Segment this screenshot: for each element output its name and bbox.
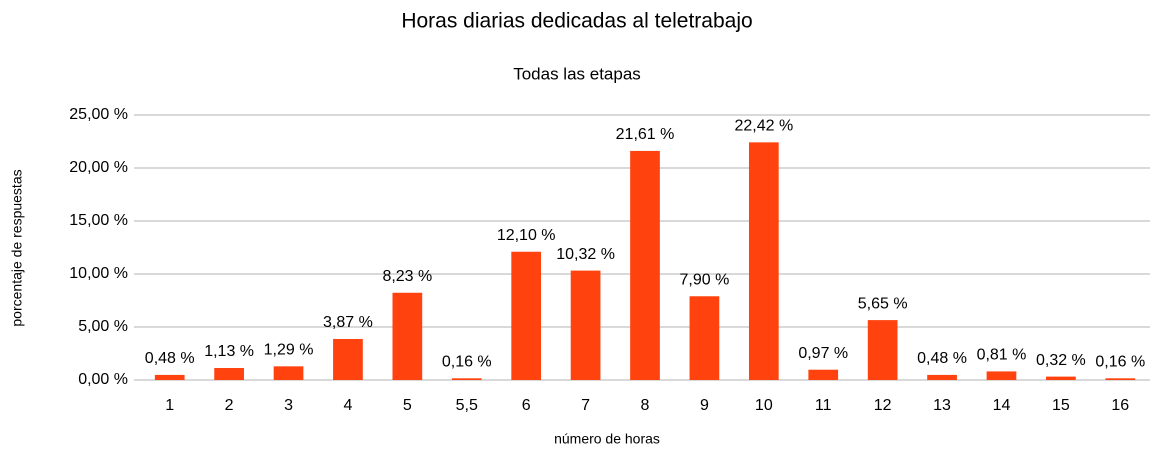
data-label: 22,42 % [734,118,793,135]
y-tick-label: 25,00 % [69,106,128,123]
data-label: 0,32 % [1036,352,1086,369]
bar [451,378,482,380]
x-tick-label: 1 [165,397,174,414]
bar [1105,378,1136,380]
data-label: 1,29 % [264,342,314,359]
data-label: 0,97 % [798,345,848,362]
x-tick-label: 11 [815,397,832,414]
data-label: 0,48 % [145,350,195,367]
y-axis-label: porcentaje de respuestas [9,169,25,326]
y-tick-label: 10,00 % [69,265,128,282]
x-tick-label: 5,5 [456,397,478,414]
x-tick-label: 4 [343,397,352,414]
x-tick-label: 5 [403,397,412,414]
x-tick-label: 2 [225,397,234,414]
x-tick-label: 6 [522,397,531,414]
y-tick-label: 15,00 % [69,212,128,229]
chart-subtitle: Todas las etapas [513,64,641,83]
data-label: 0,81 % [977,347,1027,364]
y-tick-label: 0,00 % [78,371,128,388]
x-tick-label: 15 [1052,397,1070,414]
x-tick-label: 14 [993,397,1011,414]
data-label: 8,23 % [382,268,432,285]
y-tick-label: 20,00 % [69,159,128,176]
y-tick-label: 5,00 % [78,318,128,335]
bar [1046,376,1076,380]
data-label: 0,16 % [442,354,492,371]
bar [986,371,1017,380]
x-tick-label: 13 [933,397,951,414]
bar [808,369,839,380]
bar [273,366,304,380]
x-tick-label: 3 [284,397,293,414]
x-tick-label: 16 [1111,397,1129,414]
bar [867,320,898,380]
chart-title: Horas diarias dedicadas al teletrabajo [401,10,752,33]
data-label: 0,16 % [1095,354,1145,371]
bar [927,374,957,380]
x-tick-label: 8 [641,397,650,414]
bar [630,150,660,380]
bar [689,296,720,380]
data-label: 1,13 % [204,343,254,360]
bar [748,142,779,380]
bar [333,338,363,380]
data-label: 5,65 % [858,295,908,312]
data-label: 21,61 % [616,126,675,143]
bar [214,368,244,380]
bar [154,374,185,380]
x-tick-label: 7 [581,397,590,414]
bar [570,270,601,380]
data-label: 0,48 % [917,350,967,367]
data-label: 12,10 % [497,227,556,244]
bar [392,292,423,380]
x-tick-label: 12 [874,397,892,414]
bar [511,251,542,380]
data-label: 3,87 % [323,314,373,331]
x-axis-label: número de horas [554,431,660,447]
x-tick-label: 10 [755,397,773,414]
data-label: 10,32 % [556,246,615,263]
data-label: 7,90 % [680,271,730,288]
x-tick-label: 9 [700,397,709,414]
